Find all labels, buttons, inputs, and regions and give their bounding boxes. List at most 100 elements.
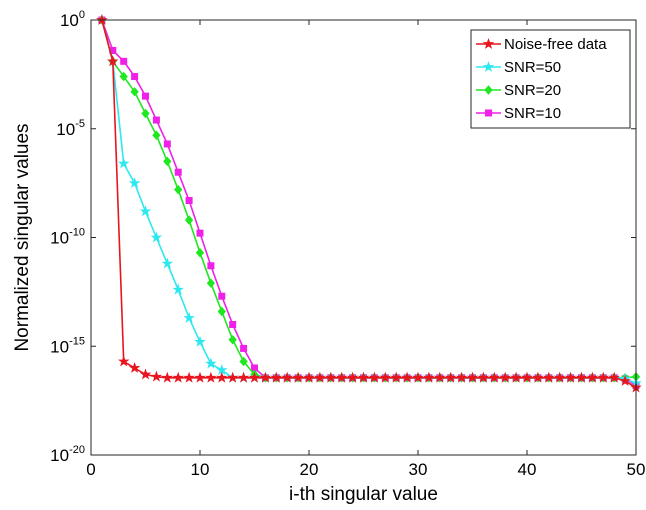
data-point [128, 361, 141, 373]
axis-ticks [90, 19, 637, 456]
data-point [217, 306, 226, 317]
data-point [575, 371, 588, 383]
data-point [185, 197, 193, 205]
legend-marker [485, 109, 492, 117]
data-point [117, 157, 130, 169]
data-point [216, 371, 228, 383]
x-tick-labels: 0 10 20 30 40 50 [86, 460, 645, 479]
data-point [237, 371, 250, 383]
data-point [401, 371, 413, 383]
data-point [117, 355, 130, 367]
legend-marker [482, 60, 495, 72]
x-tick-label: 30 [409, 460, 428, 479]
data-point [107, 55, 119, 67]
data-point [434, 371, 446, 383]
data-point [248, 371, 261, 383]
data-point [139, 205, 152, 217]
data-point [195, 247, 205, 258]
y-tick-label: 10-15 [50, 335, 85, 356]
legend-entry: SNR=20 [476, 82, 561, 99]
y-tick-label: 10-20 [50, 444, 85, 465]
data-point [152, 130, 161, 141]
x-tick-label: 0 [86, 460, 95, 479]
data-point [335, 371, 348, 383]
x-tick-label: 50 [627, 460, 646, 479]
x-tick-label: 10 [191, 460, 210, 479]
x-axis-title: i-th singular value [289, 484, 438, 505]
data-point [239, 356, 248, 367]
data-point [477, 371, 490, 383]
data-point [281, 371, 293, 383]
legend-label: SNR=20 [504, 82, 561, 99]
data-point [183, 311, 195, 323]
y-tick-label: 10-5 [56, 118, 85, 139]
data-point [150, 370, 163, 382]
data-point [412, 371, 424, 383]
data-point [240, 344, 248, 352]
data-point [194, 371, 206, 383]
data-point [228, 334, 237, 345]
legend: Noise-free data SNR=50 SNR=20 SNR=10 [470, 29, 631, 129]
data-point [183, 371, 195, 383]
data-point [521, 371, 533, 383]
data-point [161, 257, 174, 269]
legend-label: SNR=10 [504, 105, 561, 122]
data-point [174, 168, 182, 176]
legend-marker [484, 85, 493, 95]
legend-entry: SNR=10 [476, 105, 561, 122]
data-point [543, 371, 555, 383]
data-point [174, 184, 183, 195]
series-lines [96, 13, 642, 393]
y-tick-labels: 100 10-5 10-10 10-15 10-20 [50, 9, 85, 465]
data-point [488, 371, 501, 383]
data-point [368, 371, 381, 383]
data-point [597, 371, 610, 383]
legend-entry: SNR=50 [476, 59, 561, 76]
data-point [196, 229, 204, 237]
data-point [229, 321, 237, 328]
data-point [150, 231, 163, 243]
data-point [163, 140, 171, 148]
data-point [152, 116, 160, 124]
data-point [553, 371, 566, 383]
data-point [130, 87, 139, 97]
legend-label: Noise-free data [504, 36, 607, 53]
data-point [206, 278, 216, 288]
data-point [207, 262, 215, 270]
data-point [466, 371, 479, 383]
data-point [357, 371, 370, 383]
data-point [292, 371, 304, 383]
data-point [205, 357, 217, 369]
data-point [586, 371, 599, 383]
legend-entry: Noise-free data [476, 36, 607, 53]
data-point [325, 371, 337, 383]
data-point [259, 371, 272, 383]
y-tick-label: 100 [60, 9, 85, 30]
data-point [379, 371, 392, 383]
y-tick-label: 10-10 [50, 227, 85, 248]
y-axis-title: Normalized singular values [12, 123, 33, 351]
data-point [270, 371, 283, 383]
data-point [142, 92, 149, 100]
data-point [205, 371, 217, 383]
data-point [499, 371, 511, 383]
data-point [532, 371, 544, 383]
data-point [314, 371, 326, 383]
legend-marker [482, 37, 495, 49]
data-point [172, 371, 184, 383]
data-point [172, 283, 184, 295]
data-point [194, 335, 206, 347]
data-point [163, 156, 172, 167]
data-point [564, 371, 577, 383]
data-point [226, 371, 239, 383]
data-point [218, 292, 226, 300]
data-point [184, 215, 194, 225]
data-point [131, 73, 139, 81]
data-point [510, 371, 522, 383]
legend-label: SNR=50 [504, 59, 561, 76]
data-point [390, 371, 402, 383]
x-tick-label: 20 [300, 460, 319, 479]
data-point [346, 371, 359, 383]
data-point [139, 368, 152, 380]
